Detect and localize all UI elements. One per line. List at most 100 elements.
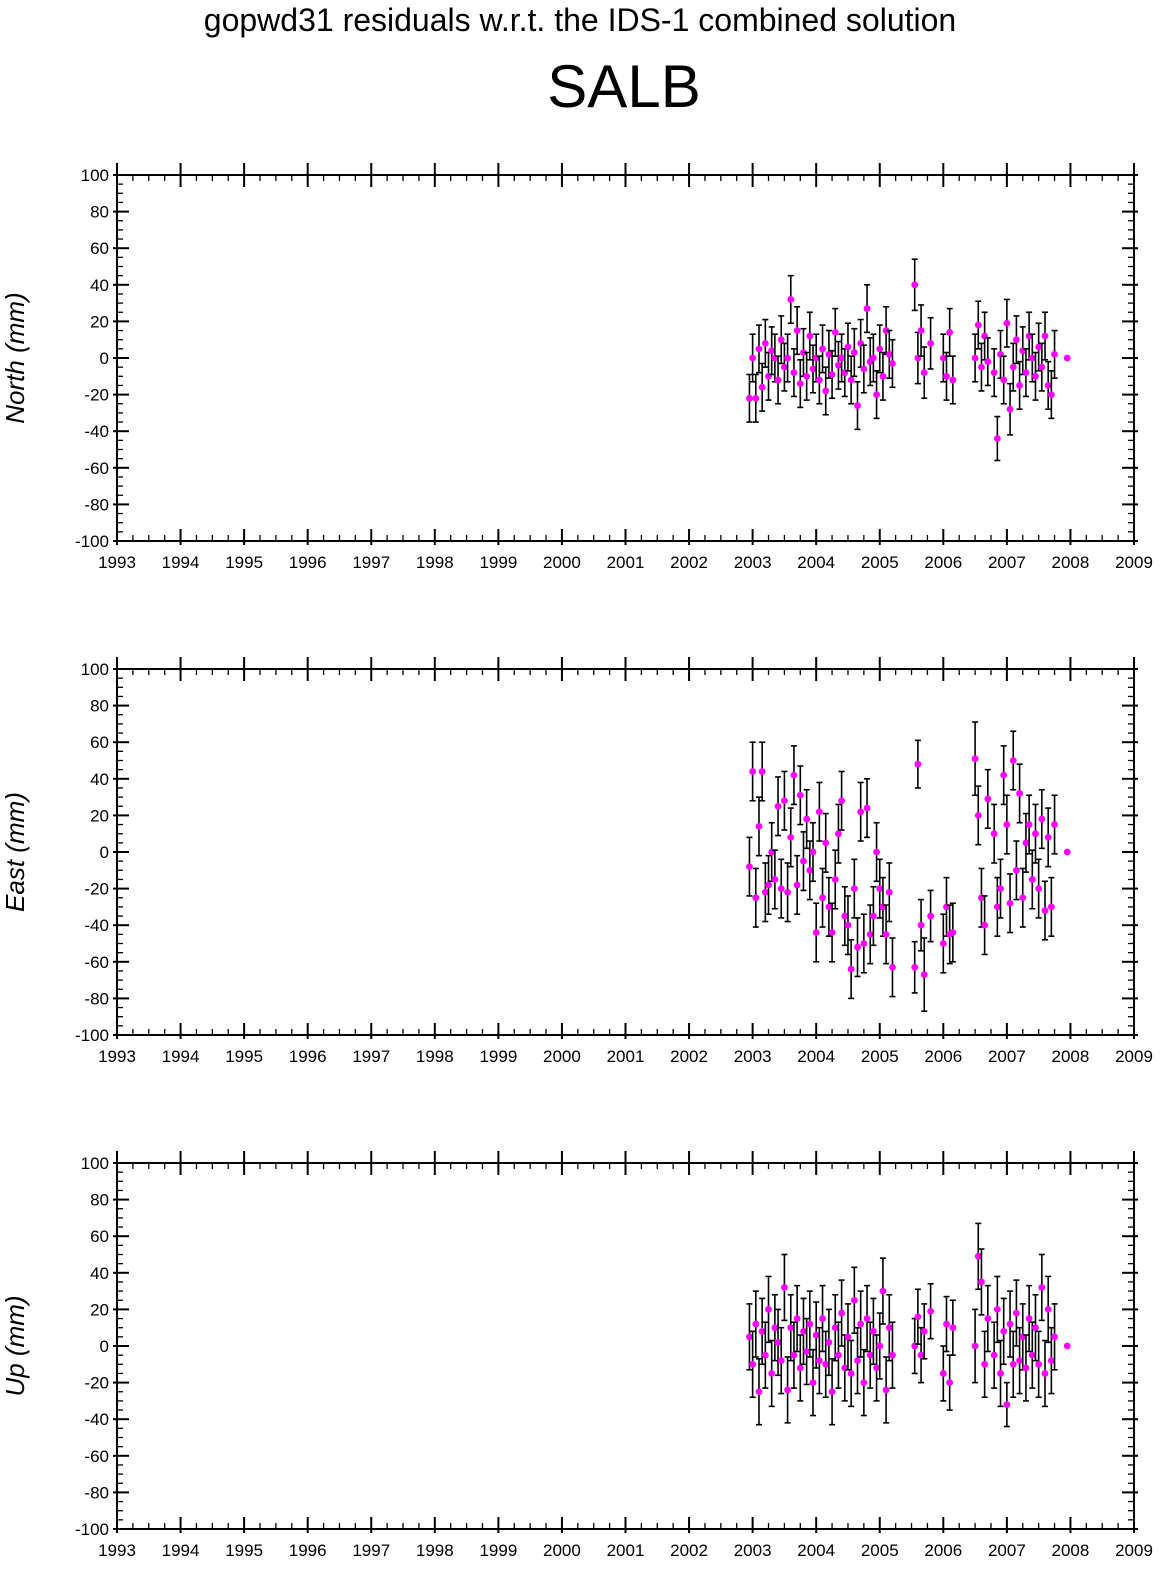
data-marker: [981, 921, 989, 929]
y-tick-label: -60: [84, 459, 109, 478]
data-point: [984, 768, 992, 830]
data-point: [752, 867, 760, 928]
data-marker: [787, 833, 795, 841]
x-tick-label: 1999: [479, 1541, 517, 1560]
data-point: [828, 349, 836, 400]
data-point: [879, 351, 887, 401]
data-marker: [1035, 1360, 1043, 1368]
y-tick-label: -20: [84, 386, 109, 405]
data-point: [850, 1266, 858, 1334]
data-marker: [777, 336, 785, 344]
data-point: [768, 326, 776, 376]
data-point: [761, 318, 769, 368]
data-point: [974, 1222, 982, 1291]
data-marker: [876, 885, 884, 892]
data-point: [869, 1297, 877, 1366]
data-point: [828, 1358, 836, 1426]
x-tick-label: 2004: [797, 1541, 835, 1560]
data-point: [850, 858, 858, 919]
data-point: [1044, 1275, 1052, 1344]
data-marker: [1051, 1333, 1058, 1341]
data-marker: [863, 1315, 871, 1322]
data-point: [1022, 812, 1030, 873]
data-point: [771, 849, 779, 910]
y-tick-label: 0: [100, 843, 109, 862]
data-marker: [981, 1360, 989, 1368]
data-point: [1044, 360, 1052, 411]
data-point: [828, 902, 836, 963]
x-tick-label: 1993: [98, 553, 136, 572]
data-marker: [1063, 354, 1071, 362]
data-marker: [974, 1252, 982, 1260]
data-marker: [803, 815, 811, 823]
data-point: [876, 858, 884, 919]
data-marker: [990, 1351, 998, 1359]
data-point: [790, 745, 798, 806]
data-marker: [857, 808, 865, 816]
data-point: [946, 1354, 954, 1411]
x-tick-label: 2000: [543, 553, 581, 572]
data-point: [835, 340, 842, 390]
data-marker: [796, 1364, 804, 1372]
data-marker: [838, 1309, 846, 1317]
data-point: [1025, 794, 1033, 855]
data-point: [774, 776, 782, 837]
data-marker: [869, 354, 877, 362]
x-tick-label: 2007: [988, 1047, 1026, 1066]
y-tick-label: -40: [84, 422, 109, 441]
data-marker: [822, 839, 830, 847]
data-point: [746, 836, 753, 897]
data-marker: [815, 1357, 823, 1365]
data-point: [1041, 311, 1049, 361]
data-marker: [844, 1333, 852, 1341]
data-marker: [781, 797, 788, 805]
data-marker: [790, 771, 798, 779]
data-marker: [777, 1357, 785, 1365]
data-point: [914, 739, 922, 789]
data-marker: [879, 1287, 887, 1295]
data-marker: [1000, 771, 1008, 779]
data-point: [1003, 1381, 1011, 1428]
x-tick-label: 2006: [924, 1541, 962, 1560]
data-point: [752, 1290, 760, 1358]
x-tick-label: 2004: [797, 553, 835, 572]
y-tick-label: -100: [75, 1520, 109, 1539]
data-marker: [1063, 848, 1071, 856]
data-point: [749, 333, 757, 383]
x-tick-label: 2009: [1115, 1047, 1153, 1066]
data-marker: [946, 1379, 954, 1386]
x-tick-label: 1998: [416, 1047, 454, 1066]
data-point: [1006, 382, 1014, 436]
data-point: [857, 1290, 865, 1358]
data-point: [787, 274, 795, 325]
data-marker: [984, 358, 992, 366]
data-marker: [882, 930, 890, 938]
data-point: [822, 812, 830, 873]
data-marker: [758, 1327, 766, 1335]
data-point: [784, 333, 791, 383]
data-marker: [1003, 821, 1011, 828]
data-point: [787, 807, 795, 868]
plot-frame: [116, 668, 1135, 1036]
data-marker: [889, 963, 896, 971]
data-point: [949, 1299, 957, 1356]
x-tick-label: 1994: [162, 1541, 200, 1560]
data-marker: [978, 1278, 985, 1286]
y-tick-label: 0: [100, 1337, 109, 1356]
data-marker: [838, 797, 846, 805]
data-point: [768, 1339, 776, 1408]
data-marker: [984, 795, 992, 803]
data-marker: [761, 888, 769, 896]
data-marker: [774, 376, 782, 384]
data-point: [1038, 788, 1046, 850]
data-marker: [911, 963, 919, 971]
data-marker: [825, 1338, 833, 1346]
data-marker: [790, 369, 798, 377]
data-point: [993, 415, 1001, 462]
data-point: [825, 876, 833, 937]
chart-panel-1: 100 80 60 40 20 0 -20 -40 -60 -80 -100 1993 1994 1995…: [0, 163, 1153, 572]
data-point: [854, 380, 861, 431]
data-point: [771, 1293, 779, 1362]
x-tick-label: 1994: [162, 1047, 200, 1066]
data-marker: [1022, 1364, 1030, 1372]
